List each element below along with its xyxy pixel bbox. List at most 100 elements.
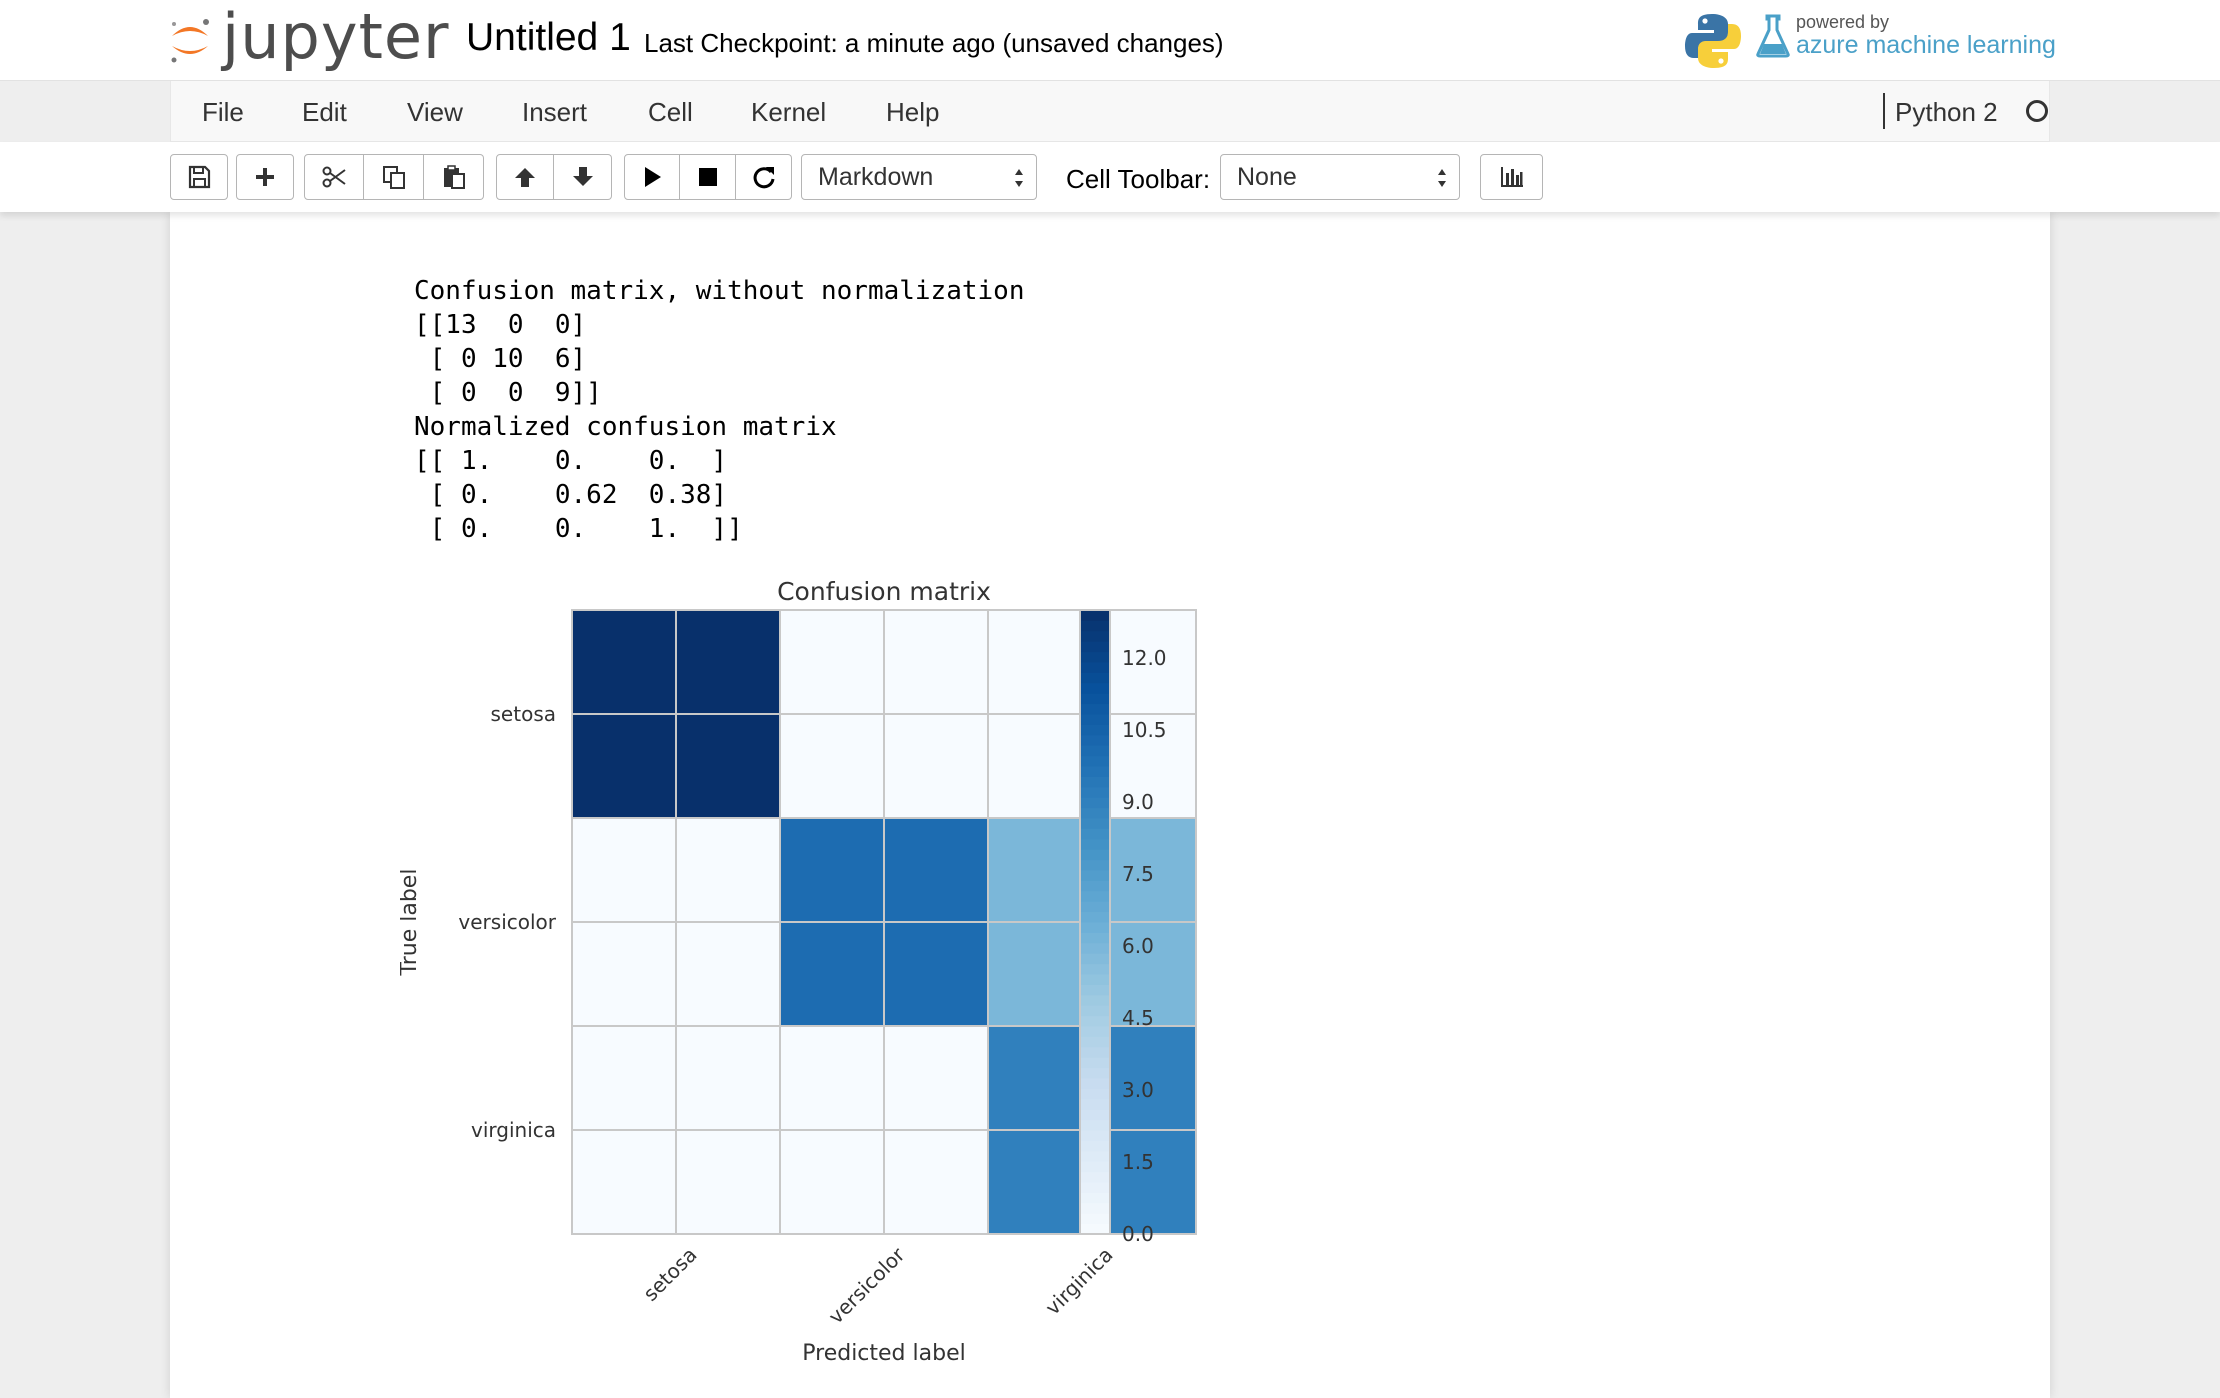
flask-icon — [1756, 14, 1790, 58]
colorbar-segment — [1080, 1057, 1110, 1069]
colorbar-segment — [1080, 994, 1110, 1006]
output-line: Confusion matrix, without normalization — [414, 276, 1025, 306]
logo-text: jupyter — [222, 0, 450, 73]
colorbar-segment — [1080, 859, 1110, 871]
colorbar-segment — [1080, 963, 1110, 975]
plus-icon — [256, 168, 274, 186]
menu-help[interactable]: Help — [886, 97, 940, 127]
colorbar-segment — [1080, 1202, 1110, 1214]
colorbar-segment — [1080, 1005, 1110, 1017]
copy-icon — [382, 166, 405, 189]
checkpoint-status: Last Checkpoint: a minute ago (unsaved c… — [644, 28, 1224, 58]
cell-output-text: Confusion matrix, without normalization [… — [414, 274, 1024, 546]
stop-icon — [698, 168, 717, 186]
cut-button[interactable] — [304, 154, 364, 200]
colorbar-segment — [1080, 703, 1110, 715]
colorbar-segment — [1080, 1078, 1110, 1089]
cell-toolbar-label: Cell Toolbar: — [1066, 164, 1211, 194]
colorbar-segment — [1080, 1171, 1110, 1183]
run-button[interactable] — [624, 154, 680, 200]
colorbar-segment — [1080, 651, 1110, 663]
chart-title: Confusion matrix — [777, 577, 991, 606]
colorbar-segment — [1080, 1046, 1110, 1058]
celltoolbar-chart-button[interactable] — [1480, 154, 1543, 200]
move-up-button[interactable] — [496, 154, 554, 200]
restart-button[interactable] — [736, 154, 792, 200]
colorbar-segment — [1080, 620, 1110, 632]
kernel-name[interactable]: Python 2 — [1895, 97, 1998, 127]
notebook-name[interactable]: Untitled 1 — [466, 16, 631, 59]
colorbar-segment — [1080, 1109, 1110, 1121]
colorbar-segment — [1080, 1015, 1110, 1027]
cell-type-value: Markdown — [818, 162, 934, 191]
colorbar-segment — [1080, 641, 1110, 653]
colorbar-tick-label: 10.5 — [1122, 718, 1167, 742]
x-tick-label: virginica — [1040, 1243, 1117, 1320]
colorbar-segment — [1080, 1150, 1110, 1162]
arrow-up-icon — [515, 168, 535, 187]
output-line: [ 0. 0.62 0.38] — [414, 480, 728, 510]
colorbar-segment — [1080, 1130, 1110, 1141]
x-tick-label: setosa — [638, 1243, 701, 1306]
colorbar-segment — [1080, 932, 1110, 944]
colorbar-segment — [1080, 953, 1110, 965]
stop-button[interactable] — [680, 154, 736, 200]
colorbar-segment — [1080, 662, 1110, 673]
cell-toolbar-select[interactable]: None — [1220, 154, 1460, 200]
paste-button[interactable] — [424, 154, 484, 200]
menu-edit[interactable]: Edit — [302, 97, 347, 127]
colorbar-segment — [1080, 734, 1110, 746]
y-tick-label: versicolor — [458, 910, 556, 934]
jupyter-orb-icon — [171, 19, 209, 63]
copy-button[interactable] — [364, 154, 424, 200]
menu-cell[interactable]: Cell — [648, 97, 693, 127]
colorbar-segment — [1080, 693, 1110, 705]
insert-cell-button[interactable] — [236, 154, 294, 200]
colorbar-tick-label: 4.5 — [1122, 1006, 1154, 1030]
output-line: [[13 0 0] — [414, 310, 587, 340]
kernel-idle-indicator — [2026, 100, 2048, 122]
colorbar-tick-label: 6.0 — [1122, 934, 1154, 958]
save-button[interactable] — [170, 154, 228, 200]
output-line: [ 0. 0. 1. ]] — [414, 514, 743, 544]
colorbar-segment — [1080, 786, 1110, 798]
colorbar-segment — [1080, 1161, 1110, 1173]
output-line: [ 0 0 9]] — [414, 378, 602, 408]
y-tick-label: setosa — [491, 702, 556, 726]
output-line: [ 0 10 6] — [414, 344, 587, 374]
select-arrows-icon — [1015, 169, 1023, 187]
colorbar-segment — [1080, 714, 1110, 725]
menu-view[interactable]: View — [407, 97, 463, 127]
colorbar-segment — [1080, 797, 1110, 809]
colorbar-segment — [1080, 818, 1110, 829]
x-axis-label: Predicted label — [802, 1341, 965, 1366]
colorbar-segment — [1080, 1036, 1110, 1048]
colorbar-segment — [1080, 755, 1110, 767]
python-logo-icon — [1685, 14, 1741, 68]
cell-type-select[interactable]: Markdown — [801, 154, 1037, 200]
colorbar-segment — [1080, 911, 1110, 923]
colorbar-frame — [1079, 609, 1111, 1235]
colorbar-segment — [1080, 1098, 1110, 1110]
colorbar-segment — [1080, 724, 1110, 736]
confusion-matrix-chart: 0.0 1.5 3.0 4.5 6.0 7.5 9.0 10.5 12.0 Confusion m… — [400, 577, 1197, 1366]
menu-kernel[interactable]: Kernel — [751, 97, 827, 127]
azure-ml-text[interactable]: azure machine learning — [1796, 31, 2056, 59]
move-down-button[interactable] — [554, 154, 612, 200]
colorbar-segment — [1080, 1088, 1110, 1100]
colorbar-segment — [1080, 838, 1110, 850]
menu-insert[interactable]: Insert — [522, 97, 588, 127]
colorbar-segment — [1080, 942, 1110, 954]
colorbar-tick-label: 12.0 — [1122, 646, 1167, 670]
colorbar-segment — [1080, 1192, 1110, 1204]
select-arrows-icon — [1438, 169, 1446, 187]
colorbar-segment — [1080, 1213, 1110, 1225]
colorbar-segment — [1080, 745, 1110, 757]
powered-by-text: powered by — [1796, 12, 1890, 32]
kernel-separator — [1883, 93, 1885, 129]
colorbar-segment — [1080, 610, 1110, 621]
menu-file[interactable]: File — [202, 97, 244, 127]
menubar: File Edit View Insert Cell Kernel Help P… — [170, 81, 2050, 142]
colorbar-segment — [1080, 1182, 1110, 1193]
jupyter-logo[interactable]: jupyter — [166, 0, 449, 74]
